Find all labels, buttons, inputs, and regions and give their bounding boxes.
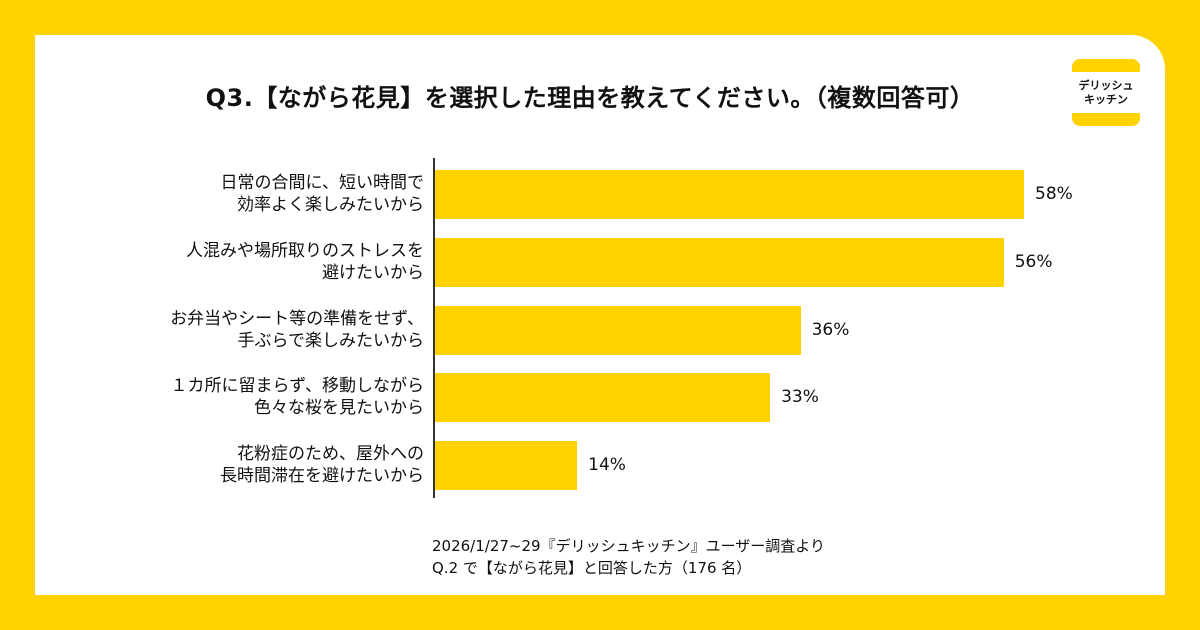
value-label: 56% — [1014, 251, 1053, 272]
bar — [435, 441, 578, 491]
logo-band: デリッシュ キッチン — [1072, 72, 1140, 113]
bar — [435, 170, 1024, 219]
category-label-line: 日常の合間に、短い時間で — [220, 173, 425, 193]
category-label: 日常の合間に、短い時間で 効率よく楽しみたいから — [221, 172, 425, 216]
category-label: 人混みや場所取りのストレスを 避けたいから — [186, 240, 424, 284]
value-label: 58% — [1035, 184, 1073, 204]
logo-line-2: キッチン — [1084, 92, 1128, 106]
footnote-sample: Q.2 で【ながら花見】と回答した方（176 名） — [432, 559, 752, 577]
category-label-line: 人混みや場所取りのストレスを — [186, 240, 424, 261]
category-label-line: 手ぶらで楽しみたいから — [237, 330, 425, 351]
chart-title: Q3.【ながら花見】を選択した理由を教えてください。（複数回答可） — [0, 78, 1200, 113]
category-label: 花粉症のため、屋外への 長時間滞在を避けたいから — [220, 443, 424, 487]
logo-line-1: デリッシュ — [1078, 78, 1134, 92]
value-label: 33% — [781, 387, 819, 408]
y-axis-line — [433, 158, 435, 498]
footnote-source: 2026/1/27~29『デリッシュキッチン』ユーザー調査より — [432, 537, 825, 555]
category-label-line: お弁当やシート等の準備をせず、 — [170, 308, 424, 329]
bar — [435, 237, 1004, 287]
chart-title-text: Q3.【ながら花見】を選択した理由を教えてください。（複数回答可） — [205, 84, 975, 112]
value-label: 36% — [811, 319, 850, 340]
category-label-line: 避けたいから — [322, 262, 424, 283]
category-label-line: 効率よく楽しみたいから — [237, 195, 424, 215]
category-label: お弁当やシート等の準備をせず、 手ぶらで楽しみたいから — [170, 308, 424, 352]
brand-logo: デリッシュ キッチン — [1072, 59, 1140, 126]
category-label-line: １カ所に留まらず、移動しながら — [170, 376, 424, 397]
category-label-line: 花粉症のため、屋外への — [237, 444, 424, 465]
bar — [435, 305, 801, 355]
value-label: 14% — [588, 455, 626, 476]
category-label-line: 長時間滞在を避けたいから — [220, 466, 424, 487]
category-label: １カ所に留まらず、移動しながら 色々な桜を見たいから — [171, 375, 424, 419]
category-label-line: 色々な桜を見たいから — [254, 398, 424, 419]
bar — [435, 373, 771, 423]
